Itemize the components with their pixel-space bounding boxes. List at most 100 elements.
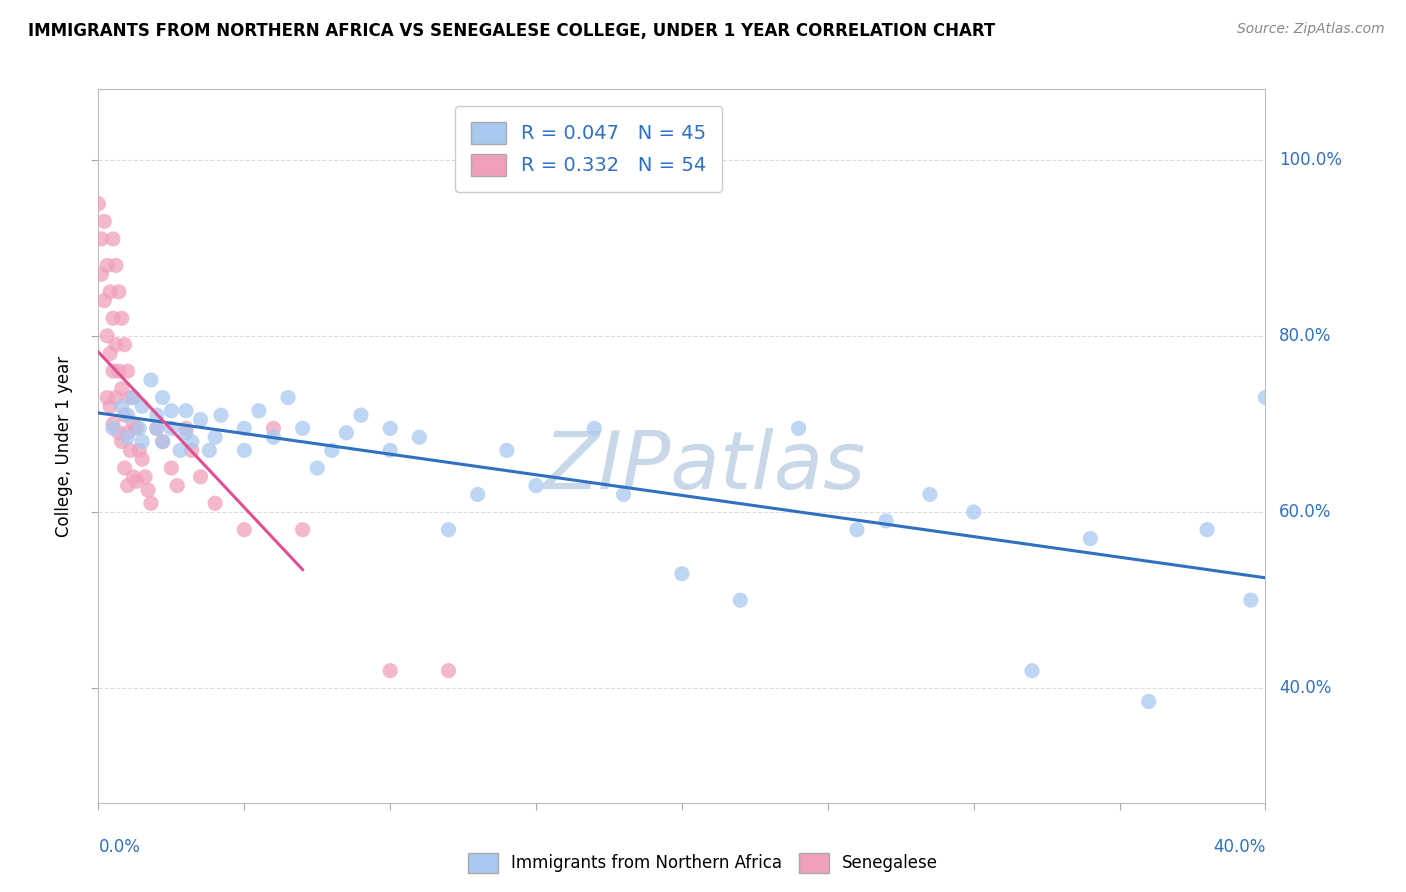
Point: [190, 412, 212, 426]
Point: [114, 408, 136, 422]
Point: [233, 421, 256, 435]
Point: [134, 470, 156, 484]
Point: [131, 434, 153, 449]
Legend: R = 0.047   N = 45, R = 0.332   N = 54: R = 0.047 N = 45, R = 0.332 N = 54: [456, 106, 723, 192]
Point: [1254, 391, 1277, 405]
Point: [1195, 523, 1218, 537]
Point: [169, 443, 191, 458]
Text: 80.0%: 80.0%: [1279, 326, 1331, 345]
Text: 100.0%: 100.0%: [1279, 151, 1343, 169]
Point: [120, 391, 142, 405]
Point: [209, 408, 232, 422]
Point: [962, 505, 984, 519]
Point: [190, 470, 212, 484]
Point: [204, 496, 226, 510]
Point: [146, 421, 169, 435]
Point: [204, 430, 226, 444]
Point: [128, 421, 150, 435]
Point: [160, 403, 183, 417]
Point: [160, 461, 183, 475]
Point: [335, 425, 357, 440]
Point: [122, 417, 145, 431]
Point: [114, 461, 136, 475]
Point: [247, 403, 270, 417]
Point: [160, 421, 183, 435]
Point: [262, 430, 284, 444]
Point: [1240, 593, 1263, 607]
Point: [437, 664, 460, 678]
Point: [122, 391, 145, 405]
Point: [93, 293, 115, 308]
Text: Source: ZipAtlas.com: Source: ZipAtlas.com: [1237, 22, 1385, 37]
Point: [139, 496, 162, 510]
Point: [846, 523, 869, 537]
Point: [174, 421, 197, 435]
Point: [101, 417, 124, 431]
Point: [125, 421, 148, 435]
Point: [380, 443, 402, 458]
Point: [125, 475, 148, 489]
Point: [875, 514, 897, 528]
Point: [152, 391, 174, 405]
Point: [111, 434, 134, 449]
Point: [101, 232, 124, 246]
Y-axis label: College, Under 1 year: College, Under 1 year: [55, 355, 73, 537]
Point: [174, 425, 197, 440]
Text: ZIPatlas: ZIPatlas: [544, 428, 866, 507]
Point: [111, 311, 134, 326]
Legend: Immigrants from Northern Africa, Senegalese: Immigrants from Northern Africa, Senegal…: [461, 847, 945, 880]
Point: [437, 523, 460, 537]
Point: [524, 478, 547, 492]
Point: [380, 421, 402, 435]
Text: 0.0%: 0.0%: [98, 838, 141, 855]
Point: [108, 364, 131, 378]
Point: [122, 470, 145, 484]
Point: [612, 487, 634, 501]
Point: [583, 421, 606, 435]
Point: [671, 566, 693, 581]
Point: [131, 452, 153, 467]
Point: [139, 373, 162, 387]
Point: [117, 478, 139, 492]
Point: [111, 400, 134, 414]
Point: [321, 443, 343, 458]
Point: [96, 391, 118, 405]
Point: [291, 523, 314, 537]
Point: [108, 285, 131, 299]
Point: [131, 400, 153, 414]
Point: [496, 443, 519, 458]
Point: [87, 196, 110, 211]
Point: [98, 346, 121, 360]
Point: [180, 443, 202, 458]
Point: [98, 400, 121, 414]
Point: [117, 408, 139, 422]
Point: [262, 421, 284, 435]
Point: [128, 443, 150, 458]
Point: [166, 478, 188, 492]
Point: [918, 487, 941, 501]
Point: [108, 425, 131, 440]
Point: [101, 364, 124, 378]
Point: [101, 311, 124, 326]
Point: [350, 408, 373, 422]
Point: [146, 421, 169, 435]
Text: 40.0%: 40.0%: [1279, 680, 1331, 698]
Point: [467, 487, 489, 501]
Point: [120, 443, 142, 458]
Point: [307, 461, 329, 475]
Text: 60.0%: 60.0%: [1279, 503, 1331, 521]
Point: [787, 421, 810, 435]
Point: [104, 259, 127, 273]
Point: [96, 329, 118, 343]
Point: [114, 337, 136, 351]
Point: [104, 337, 127, 351]
Point: [146, 408, 169, 422]
Point: [1080, 532, 1102, 546]
Point: [174, 403, 197, 417]
Text: 40.0%: 40.0%: [1213, 838, 1265, 855]
Point: [1021, 664, 1043, 678]
Point: [233, 523, 256, 537]
Point: [730, 593, 752, 607]
Text: IMMIGRANTS FROM NORTHERN AFRICA VS SENEGALESE COLLEGE, UNDER 1 YEAR CORRELATION : IMMIGRANTS FROM NORTHERN AFRICA VS SENEG…: [28, 22, 995, 40]
Point: [408, 430, 430, 444]
